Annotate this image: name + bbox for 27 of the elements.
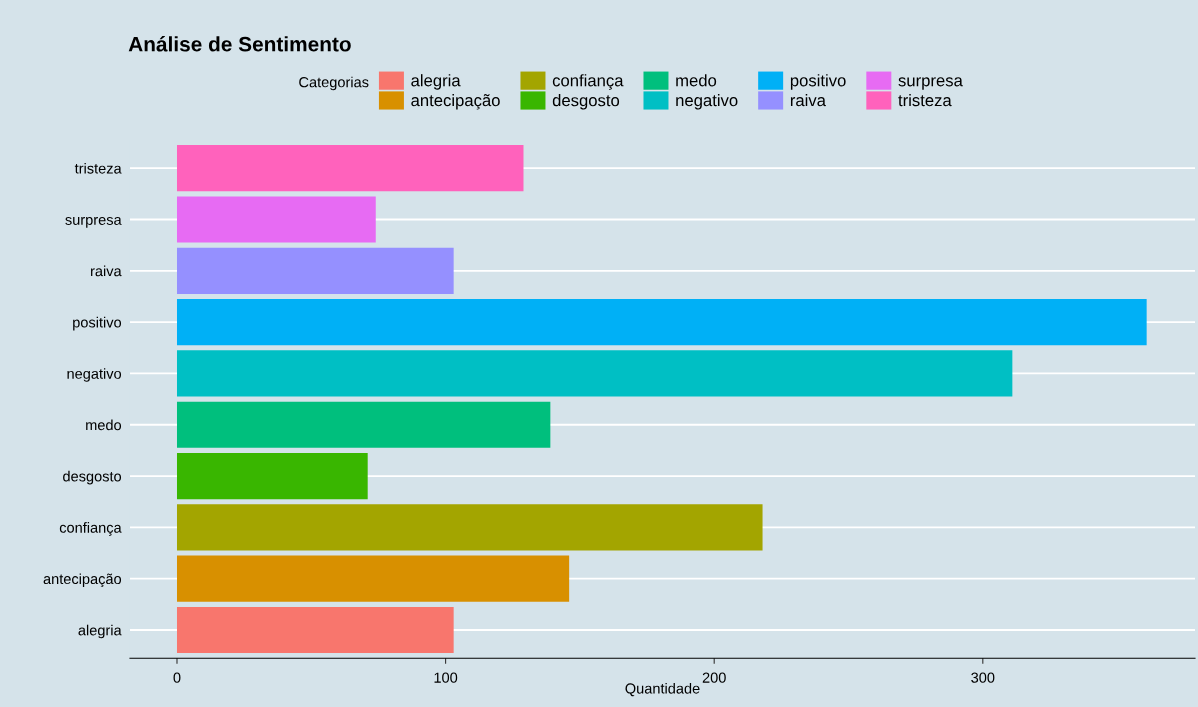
y-tick-label: alegria xyxy=(78,624,122,639)
legend-title: Categorias xyxy=(299,76,369,91)
y-tick-label: desgosto xyxy=(63,470,122,485)
y-tick-label: confiança xyxy=(59,522,122,536)
y-tick-label: surpresa xyxy=(65,216,122,228)
x-tick-label: 100 xyxy=(434,672,458,683)
y-tick-label: positivo xyxy=(73,316,122,331)
x-axis-title: Quantidade xyxy=(625,682,700,697)
x-tick-label: 0 xyxy=(173,672,181,683)
x-tick-label: 300 xyxy=(971,672,995,683)
legend-label: surpresa xyxy=(898,77,963,90)
y-tick-label: tristeza xyxy=(74,162,122,174)
x-tick-label: 200 xyxy=(702,672,726,683)
legend-label: tristeza xyxy=(898,93,952,107)
legend-label: alegria xyxy=(411,74,461,90)
legend-label: negativo xyxy=(676,93,738,110)
y-tick-label: antecipação xyxy=(43,573,122,588)
legend-label: positivo xyxy=(790,74,846,90)
legend-label: raiva xyxy=(790,93,826,107)
legend-label: confiança xyxy=(552,74,624,90)
chart-title: Análise de Sentimento xyxy=(128,36,351,52)
y-tick-label: raiva xyxy=(91,265,122,277)
legend-label: medo xyxy=(676,74,717,87)
legend-label: antecipação xyxy=(411,93,500,110)
legend-label: desgosto xyxy=(552,94,620,110)
y-tick-label: medo xyxy=(86,419,122,431)
y-tick-label: negativo xyxy=(67,368,122,382)
